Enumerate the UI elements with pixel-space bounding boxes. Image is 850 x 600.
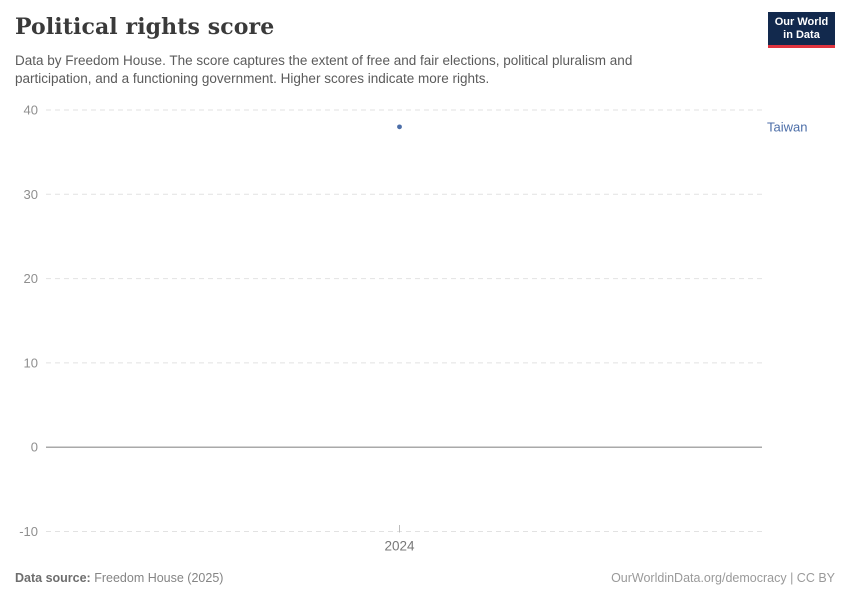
chart-subtitle: Data by Freedom House. The score capture… [15,53,633,86]
owid-logo-line2: in Data [783,28,820,41]
y-tick-label: -10 [19,524,38,539]
y-tick-label: 20 [24,271,38,286]
credit-link[interactable]: OurWorldinData.org/democracy | CC BY [611,571,835,585]
chart-footer: Data source: Freedom House (2025) OurWor… [15,569,835,587]
chart-title: Political rights score [15,14,275,40]
y-tick-label: 40 [24,103,38,118]
y-tick-label: 0 [31,440,38,455]
y-tick-label: 30 [24,187,38,202]
entity-label-taiwan[interactable]: Taiwan [767,119,807,134]
x-tick-label: 2024 [384,539,415,554]
data-source-value: Freedom House (2025) [90,571,224,585]
y-tick-label: 10 [24,355,38,370]
plot-area[interactable]: -10 0 10 20 30 40 2024 Taiwan [0,0,850,560]
owid-logo[interactable]: Our World in Data [768,12,835,48]
data-source: Data source: Freedom House (2025) [15,571,223,585]
data-source-label: Data source: [15,571,91,585]
data-point-taiwan[interactable] [397,124,402,130]
owid-logo-line1: Our World [774,15,829,28]
